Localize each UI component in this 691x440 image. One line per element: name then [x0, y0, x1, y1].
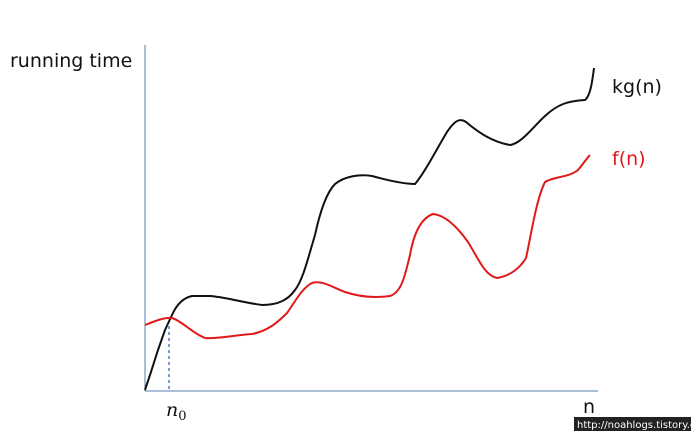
f-curve [144, 154, 591, 340]
y-axis-label: running time [10, 50, 132, 72]
watermark: http://noahlogs.tistory.co [577, 420, 691, 431]
f-label: f(n) [612, 148, 646, 170]
kg-label: kg(n) [612, 76, 662, 98]
threshold-base: n [166, 399, 178, 421]
threshold-label: n0 [166, 399, 187, 424]
watermark-box [574, 417, 691, 431]
kg-curve [144, 67, 595, 391]
threshold-sub: 0 [178, 409, 186, 424]
x-axis-label: n [583, 396, 595, 418]
